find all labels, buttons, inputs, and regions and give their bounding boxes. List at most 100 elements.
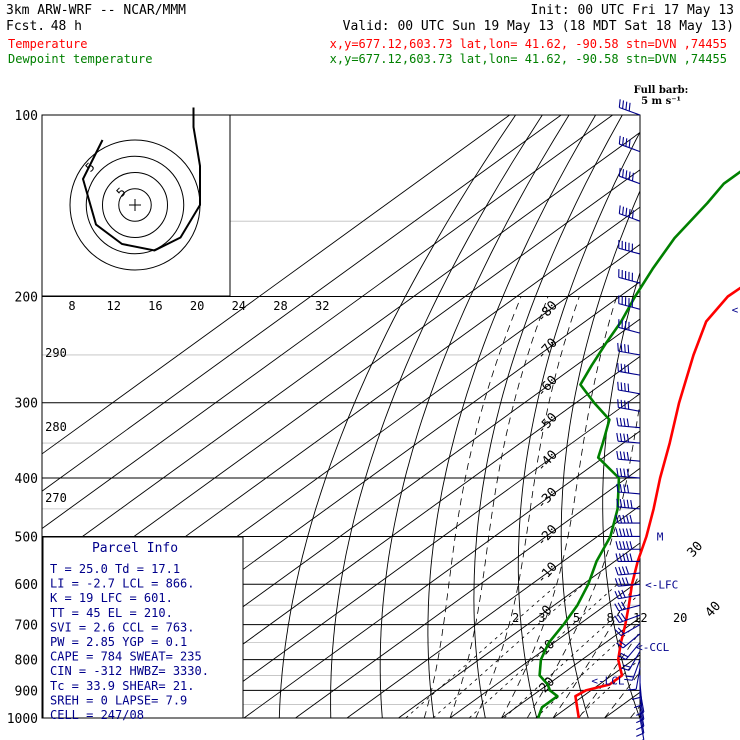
isotherm-label: -70 [534, 336, 561, 363]
annotation-label: <-LFC [645, 579, 678, 592]
pressure-tick-label: 500 [15, 530, 38, 545]
wind-barb [618, 642, 641, 661]
barb-shaft [635, 667, 641, 690]
hodograph: 55 [41, 107, 231, 297]
pressure-tick-label: 100 [15, 109, 38, 124]
barb-flag [624, 344, 626, 353]
barb-flag [627, 383, 630, 392]
isotherm [656, 115, 740, 718]
wind-barb [618, 319, 641, 334]
barb-flag [616, 417, 619, 426]
barb-flag [619, 499, 623, 508]
barb-flag [618, 655, 627, 661]
barb-shaft [639, 690, 645, 713]
barb-flag [625, 170, 628, 179]
barb-shaft [618, 583, 641, 587]
barb-flag [616, 498, 619, 508]
barb-flag [626, 433, 630, 443]
hodo-speed-label: 20 [190, 299, 204, 313]
pressure-tick-label: 900 [15, 684, 38, 699]
mixing-ratio-label: 3 [538, 611, 545, 625]
annotation-label: <-LCL [591, 674, 624, 687]
barb-flag [626, 499, 630, 508]
barb-flag [622, 514, 626, 524]
wind-barb [618, 205, 641, 222]
barb-flag [617, 342, 619, 352]
barb-flag [631, 696, 641, 700]
wind-barb [614, 613, 641, 624]
barb-shaft [619, 614, 641, 624]
barb-flag [623, 484, 626, 493]
barb-shaft [618, 350, 641, 356]
barb-flag [630, 499, 633, 509]
hodograph-ring [85, 155, 185, 255]
pressure-tick-label: 200 [15, 291, 38, 306]
isotherm-label: -40 [534, 448, 561, 475]
pressure-tick-label: 300 [15, 397, 38, 412]
barb-shaft [628, 650, 641, 671]
barb-flag [616, 642, 624, 649]
barb-flag [625, 207, 628, 217]
barb-flag [620, 652, 629, 658]
mixing-ratio-line [503, 593, 640, 718]
barb-shaft [618, 604, 641, 612]
wind-barb [614, 589, 641, 600]
parcel-box-row: PW = 2.85 YGP = 0.1 [50, 635, 187, 649]
barb-shaft [619, 213, 641, 222]
barb-flag [625, 138, 628, 147]
barb-flag [625, 553, 630, 562]
pressure-tick-label: 800 [15, 654, 38, 669]
wind-barb [617, 342, 641, 356]
barb-shaft [618, 594, 641, 600]
isotherm [42, 131, 640, 567]
barb-shaft [619, 106, 641, 116]
mixing-ratio-label: 20 [673, 611, 687, 625]
barb-flag [617, 602, 623, 611]
dry-adiabat [682, 115, 740, 731]
header: 3km ARW-WRF -- NCAR/MMM Init: 00 UTC Fri… [6, 3, 734, 66]
barb-flag [622, 664, 631, 668]
wind-barb [616, 417, 641, 429]
isotherm [398, 542, 640, 718]
barb-shaft [618, 303, 641, 310]
barb-flag [619, 451, 623, 460]
moist-adiabat [449, 296, 549, 718]
annotation-label: M [657, 530, 664, 543]
dry-adiabat [560, 189, 640, 718]
pressure-tick-label: 700 [15, 619, 38, 634]
barb-shaft [618, 458, 641, 462]
barb-shaft [618, 276, 641, 284]
pressure-tick-label: 600 [15, 578, 38, 593]
wind-barb [617, 399, 641, 412]
barb-flag [614, 629, 622, 636]
isotherm [42, 115, 613, 530]
wind-barb [618, 135, 641, 153]
wind-barb [616, 467, 641, 479]
isotherm [140, 355, 640, 718]
parcel-info-box: Parcel Info T = 25.0 Td = 17.1LI = -2.7 L… [42, 536, 244, 722]
isotherm [708, 115, 740, 718]
barb-flag [618, 640, 627, 647]
parcel-box-row: TT = 45 EL = 210. [50, 606, 173, 620]
wind-barb [614, 577, 641, 587]
barb-shaft [619, 175, 641, 185]
barb-shaft [618, 440, 641, 444]
barb-flag [618, 566, 623, 575]
wind-barb [627, 667, 641, 691]
mixing-ratio-line [432, 583, 584, 718]
mixing-ratio-label: 12 [633, 611, 647, 625]
mixing-ratio-line [535, 620, 640, 718]
moist-adiabat [501, 296, 618, 718]
wind-barb [614, 566, 641, 576]
dewpoint-line [536, 170, 740, 719]
hodo-speed-label: 32 [315, 299, 329, 313]
barb-flag [618, 577, 623, 587]
barb-flag [629, 514, 633, 524]
parcel-box-row: CIN = -312 HWBZ= 3330. [50, 664, 209, 678]
wind-legend: Full barb: 5 m s⁻¹ [634, 85, 689, 107]
barb-flag [626, 418, 630, 427]
barb-flag [620, 363, 623, 372]
wind-barb [616, 498, 641, 510]
wind-barb [615, 541, 640, 550]
